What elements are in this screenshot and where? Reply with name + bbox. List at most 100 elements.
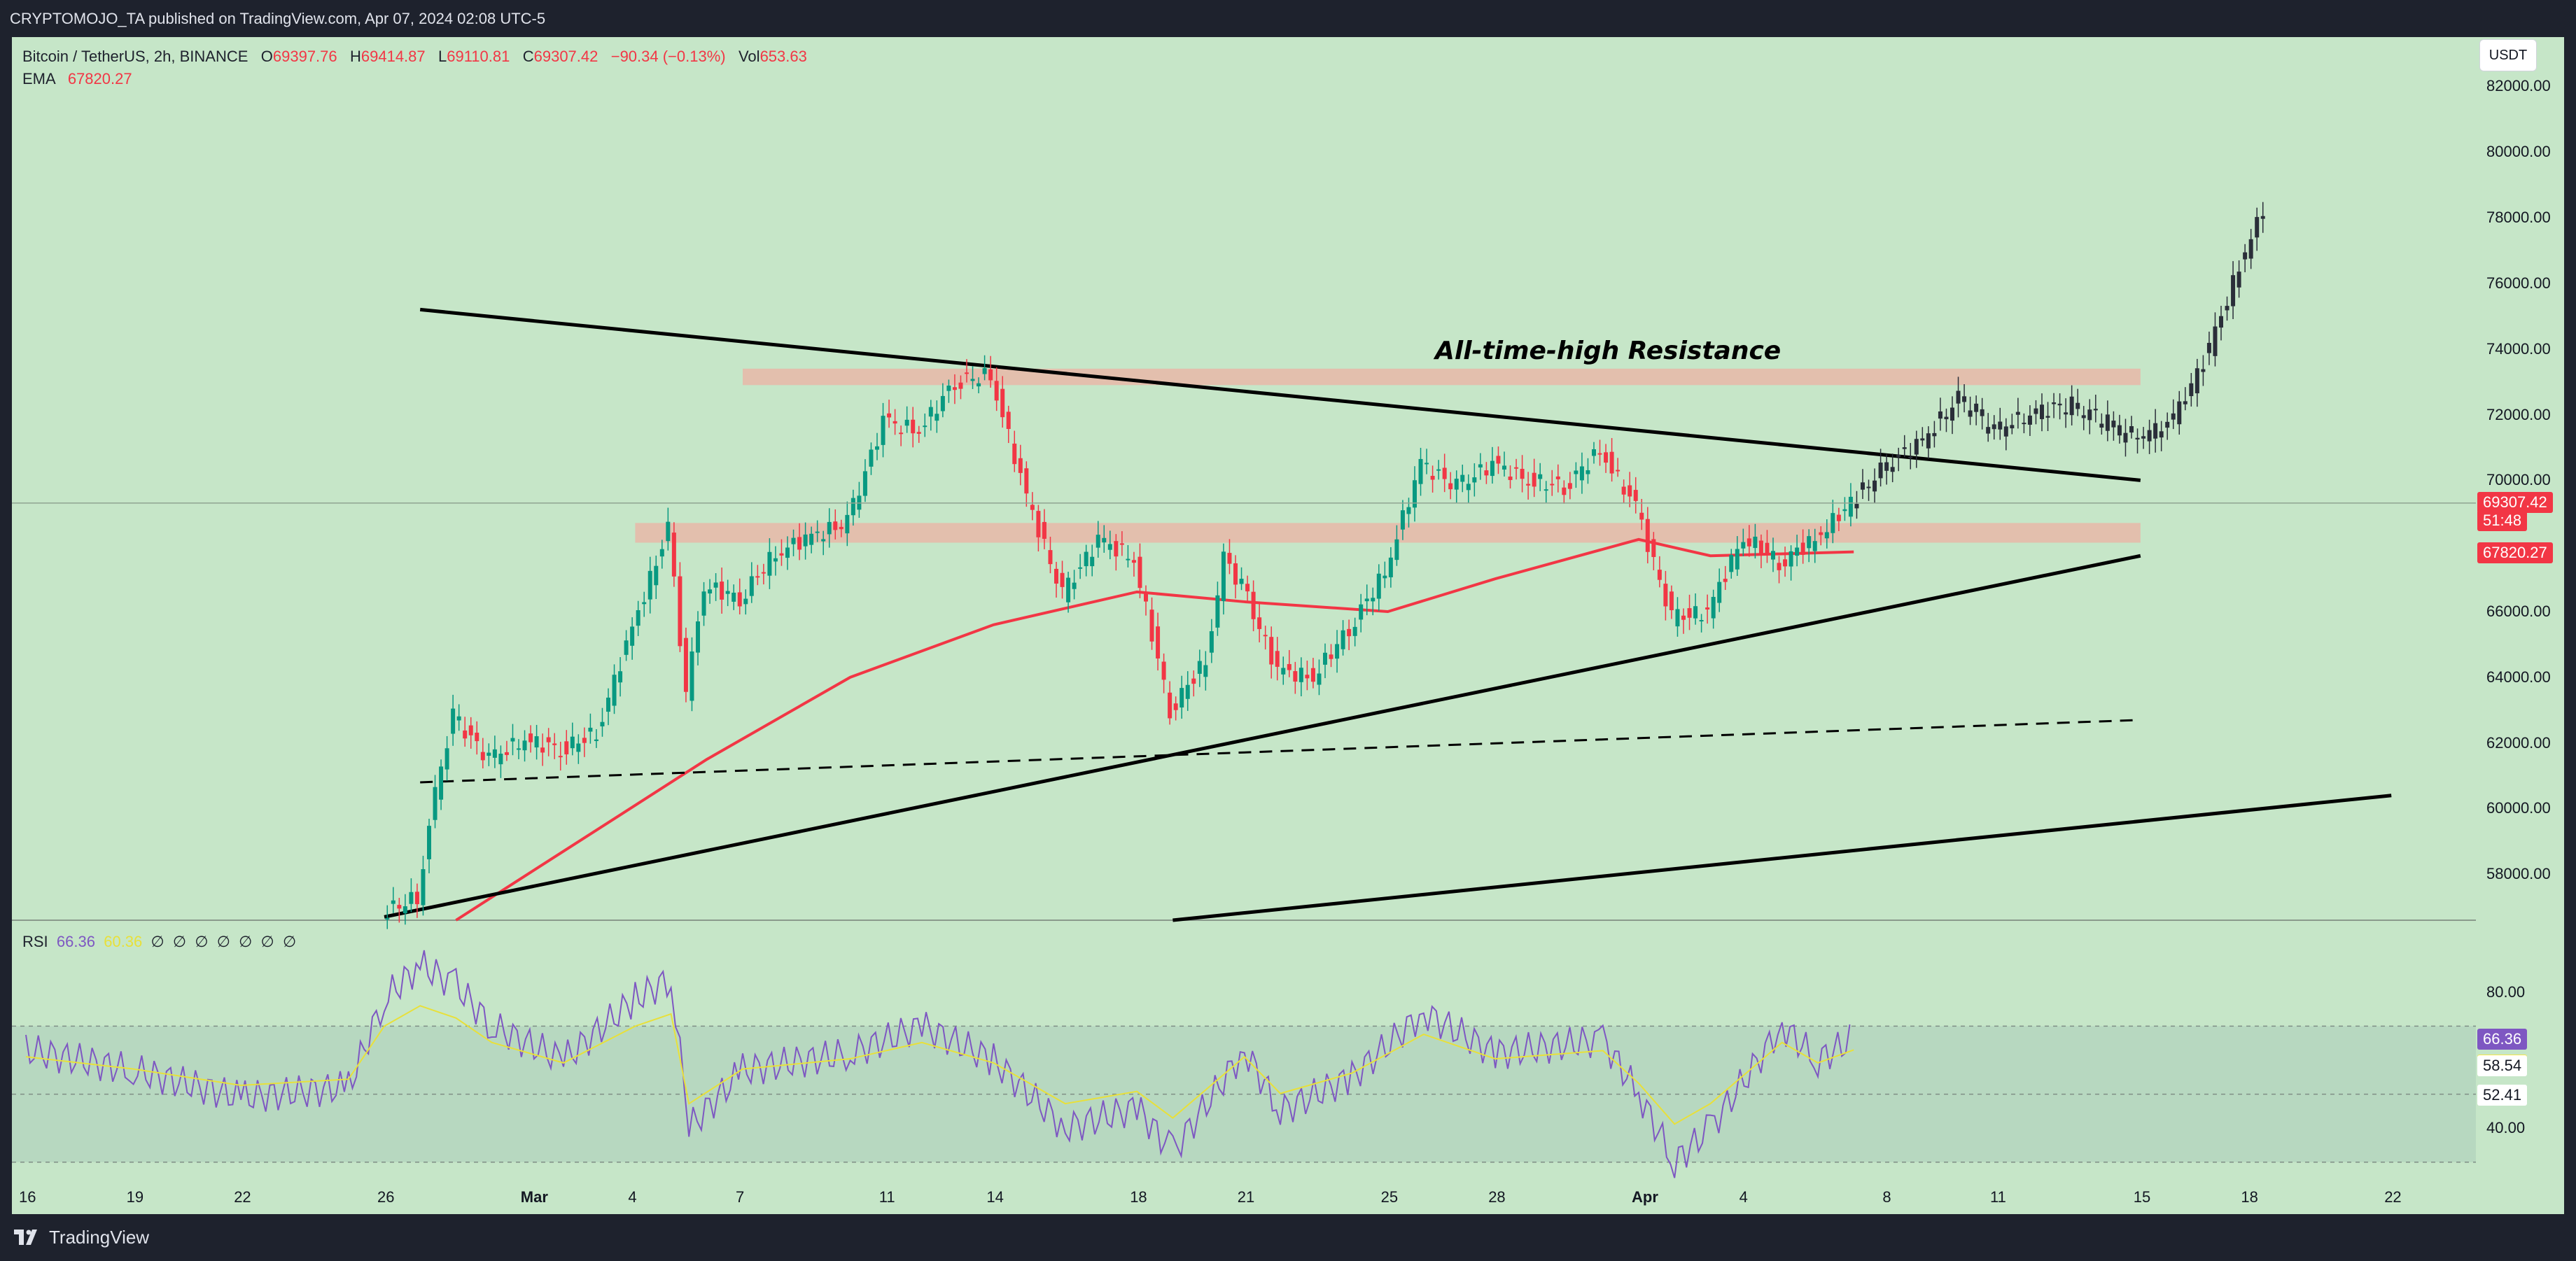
candle-body xyxy=(785,547,790,558)
projected-bar-body xyxy=(2243,252,2248,260)
candle-body xyxy=(486,752,491,756)
rsi-null-0: ∅ xyxy=(150,933,164,950)
candle-body xyxy=(994,381,999,401)
high-label: H xyxy=(349,48,361,65)
candle-body xyxy=(1783,559,1788,567)
time-tick: 16 xyxy=(19,1188,36,1206)
price-tick: 82000.00 xyxy=(2486,77,2551,95)
candle-body xyxy=(916,432,921,434)
projected-bar-body xyxy=(1908,456,1913,458)
candle-body xyxy=(940,395,945,411)
projected-bar-body xyxy=(2105,414,2110,431)
projected-bar-body xyxy=(2123,432,2128,443)
candle-body xyxy=(732,592,736,602)
candle-body xyxy=(1329,654,1334,659)
candle-body xyxy=(522,740,527,751)
symbol-title[interactable]: Bitcoin / TetherUS, 2h, BINANCE xyxy=(22,48,248,65)
candle-body xyxy=(666,521,671,542)
candle-body xyxy=(1621,486,1626,495)
projected-bar-body xyxy=(2064,412,2068,415)
candle-body xyxy=(1687,608,1692,618)
candle-body xyxy=(720,582,724,600)
projected-bar-body xyxy=(2260,216,2265,219)
projected-bar-body xyxy=(1932,432,1937,437)
resistance-annotation[interactable]: All-time-high Resistance xyxy=(1435,337,1782,365)
series-legend: Bitcoin / TetherUS, 2h, BINANCE O69397.7… xyxy=(22,45,807,90)
projected-bar-body xyxy=(2153,423,2158,439)
candle-body xyxy=(594,739,598,741)
candle-body xyxy=(606,697,610,712)
candle-body xyxy=(690,651,694,701)
footer-bar: TradingView xyxy=(0,1214,2576,1261)
candle-body xyxy=(1574,470,1578,474)
candle-body xyxy=(397,905,402,909)
candle-body xyxy=(1317,673,1322,685)
rsi-tag: 52.41 xyxy=(2477,1084,2528,1106)
candle-body xyxy=(552,743,557,745)
candle-body xyxy=(576,743,581,752)
candle-body xyxy=(456,716,461,721)
candle-body xyxy=(1018,458,1023,473)
ema-line xyxy=(455,537,1854,922)
tradingview-icon xyxy=(14,1229,37,1245)
candle-body xyxy=(642,602,647,605)
time-tick: Mar xyxy=(520,1188,548,1206)
candle-body xyxy=(1758,540,1763,554)
time-tick: 4 xyxy=(628,1188,637,1206)
projected-bar-body xyxy=(1884,462,1889,471)
candle-body xyxy=(1800,542,1805,555)
open-label: O xyxy=(260,48,273,65)
candle-body xyxy=(1693,606,1698,619)
price-tick: 72000.00 xyxy=(2486,405,2551,423)
candle-body xyxy=(1520,468,1525,479)
projected-bar-body xyxy=(2213,326,2218,356)
candle-body xyxy=(809,533,814,545)
candle-body xyxy=(475,733,479,742)
candle-body xyxy=(1197,661,1202,674)
candle-body xyxy=(1645,519,1650,552)
candle-body xyxy=(1496,456,1501,464)
candle-body xyxy=(1819,532,1823,535)
candle-body xyxy=(934,414,939,421)
candle-body xyxy=(862,471,867,496)
projected-bar-body xyxy=(2076,402,2080,409)
candle-body xyxy=(1514,467,1519,469)
candle-body xyxy=(797,537,802,550)
candle-body xyxy=(1203,665,1208,677)
tradingview-logo[interactable]: TradingView xyxy=(14,1227,149,1248)
rsi-label[interactable]: RSI xyxy=(22,933,48,950)
candle-body xyxy=(1191,678,1196,684)
candle-body xyxy=(504,752,509,755)
candle-body xyxy=(1156,626,1161,658)
candle-body xyxy=(1788,551,1793,567)
projected-bar-body xyxy=(1991,424,1996,430)
candle-body xyxy=(1424,463,1429,465)
projected-bar-body xyxy=(2081,415,2086,418)
time-tick: Apr xyxy=(1632,1188,1658,1206)
trendline-1 xyxy=(384,554,2141,919)
candle-body xyxy=(654,565,659,586)
candle-body xyxy=(1442,467,1447,479)
ema-label[interactable]: EMA xyxy=(22,70,55,87)
candle-body xyxy=(659,549,664,557)
candle-body xyxy=(1657,570,1662,580)
candle-body xyxy=(1376,573,1381,599)
projected-bar-body xyxy=(1956,390,1961,404)
price-tick: 78000.00 xyxy=(2486,209,2551,227)
chart-area[interactable]: Bitcoin / TetherUS, 2h, BINANCE O69397.7… xyxy=(12,37,2564,1214)
candle-body xyxy=(1478,464,1483,468)
chart-canvas xyxy=(12,202,2476,1178)
candle-body xyxy=(696,621,700,653)
price-tick: 76000.00 xyxy=(2486,274,2551,292)
projected-bar-body xyxy=(2099,423,2104,428)
candle-body xyxy=(1173,703,1178,710)
candle-body xyxy=(1293,671,1298,682)
time-tick: 14 xyxy=(986,1188,1004,1206)
candle-body xyxy=(833,521,838,530)
candle-body xyxy=(1555,476,1560,479)
currency-button[interactable]: USDT xyxy=(2479,39,2537,71)
candle-body xyxy=(1538,474,1543,479)
open-value: 69397.76 xyxy=(272,48,337,65)
candle-body xyxy=(887,413,892,418)
price-tick: 80000.00 xyxy=(2486,143,2551,161)
